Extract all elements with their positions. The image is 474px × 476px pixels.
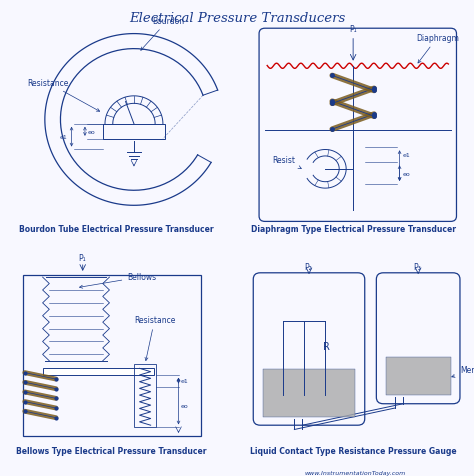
Text: Resist: Resist bbox=[272, 156, 301, 169]
Text: e1: e1 bbox=[181, 378, 189, 383]
Text: P₃: P₃ bbox=[413, 262, 421, 271]
Text: Bellows Type Electrical Pressure Transducer: Bellows Type Electrical Pressure Transdu… bbox=[17, 446, 207, 455]
Text: eo: eo bbox=[87, 129, 95, 134]
Text: Resistance: Resistance bbox=[27, 79, 100, 112]
Text: Bellows: Bellows bbox=[80, 273, 156, 288]
Bar bbox=[23, 276, 201, 436]
Text: R: R bbox=[323, 341, 330, 351]
Bar bbox=[103, 125, 165, 139]
Bar bbox=[386, 357, 451, 395]
Text: www.InstrumentationToday.com: www.InstrumentationToday.com bbox=[305, 470, 406, 475]
Bar bbox=[263, 369, 356, 417]
Bar bbox=[134, 364, 156, 427]
Text: P₂: P₂ bbox=[304, 262, 312, 271]
Text: e1: e1 bbox=[59, 135, 67, 140]
Text: Resistance: Resistance bbox=[134, 316, 175, 361]
Text: P₁: P₁ bbox=[350, 25, 357, 34]
Text: eo: eo bbox=[403, 171, 411, 176]
Text: Bourdon: Bourdon bbox=[141, 17, 184, 51]
Text: P₁: P₁ bbox=[78, 253, 86, 262]
Text: Electrical Pressure Transducers: Electrical Pressure Transducers bbox=[129, 12, 345, 25]
Bar bbox=[43, 368, 154, 375]
Text: Diaphragm: Diaphragm bbox=[416, 34, 459, 64]
Text: Diaphragm Type Electrical Pressure Transducer: Diaphragm Type Electrical Pressure Trans… bbox=[251, 225, 456, 234]
Text: Liquid Contact Type Resistance Pressure Gauge: Liquid Contact Type Resistance Pressure … bbox=[250, 446, 456, 455]
Text: Mercury: Mercury bbox=[452, 365, 474, 377]
Text: Bourdon Tube Electrical Pressure Transducer: Bourdon Tube Electrical Pressure Transdu… bbox=[19, 225, 213, 234]
Text: eo: eo bbox=[181, 404, 189, 408]
Text: e1: e1 bbox=[403, 153, 411, 158]
